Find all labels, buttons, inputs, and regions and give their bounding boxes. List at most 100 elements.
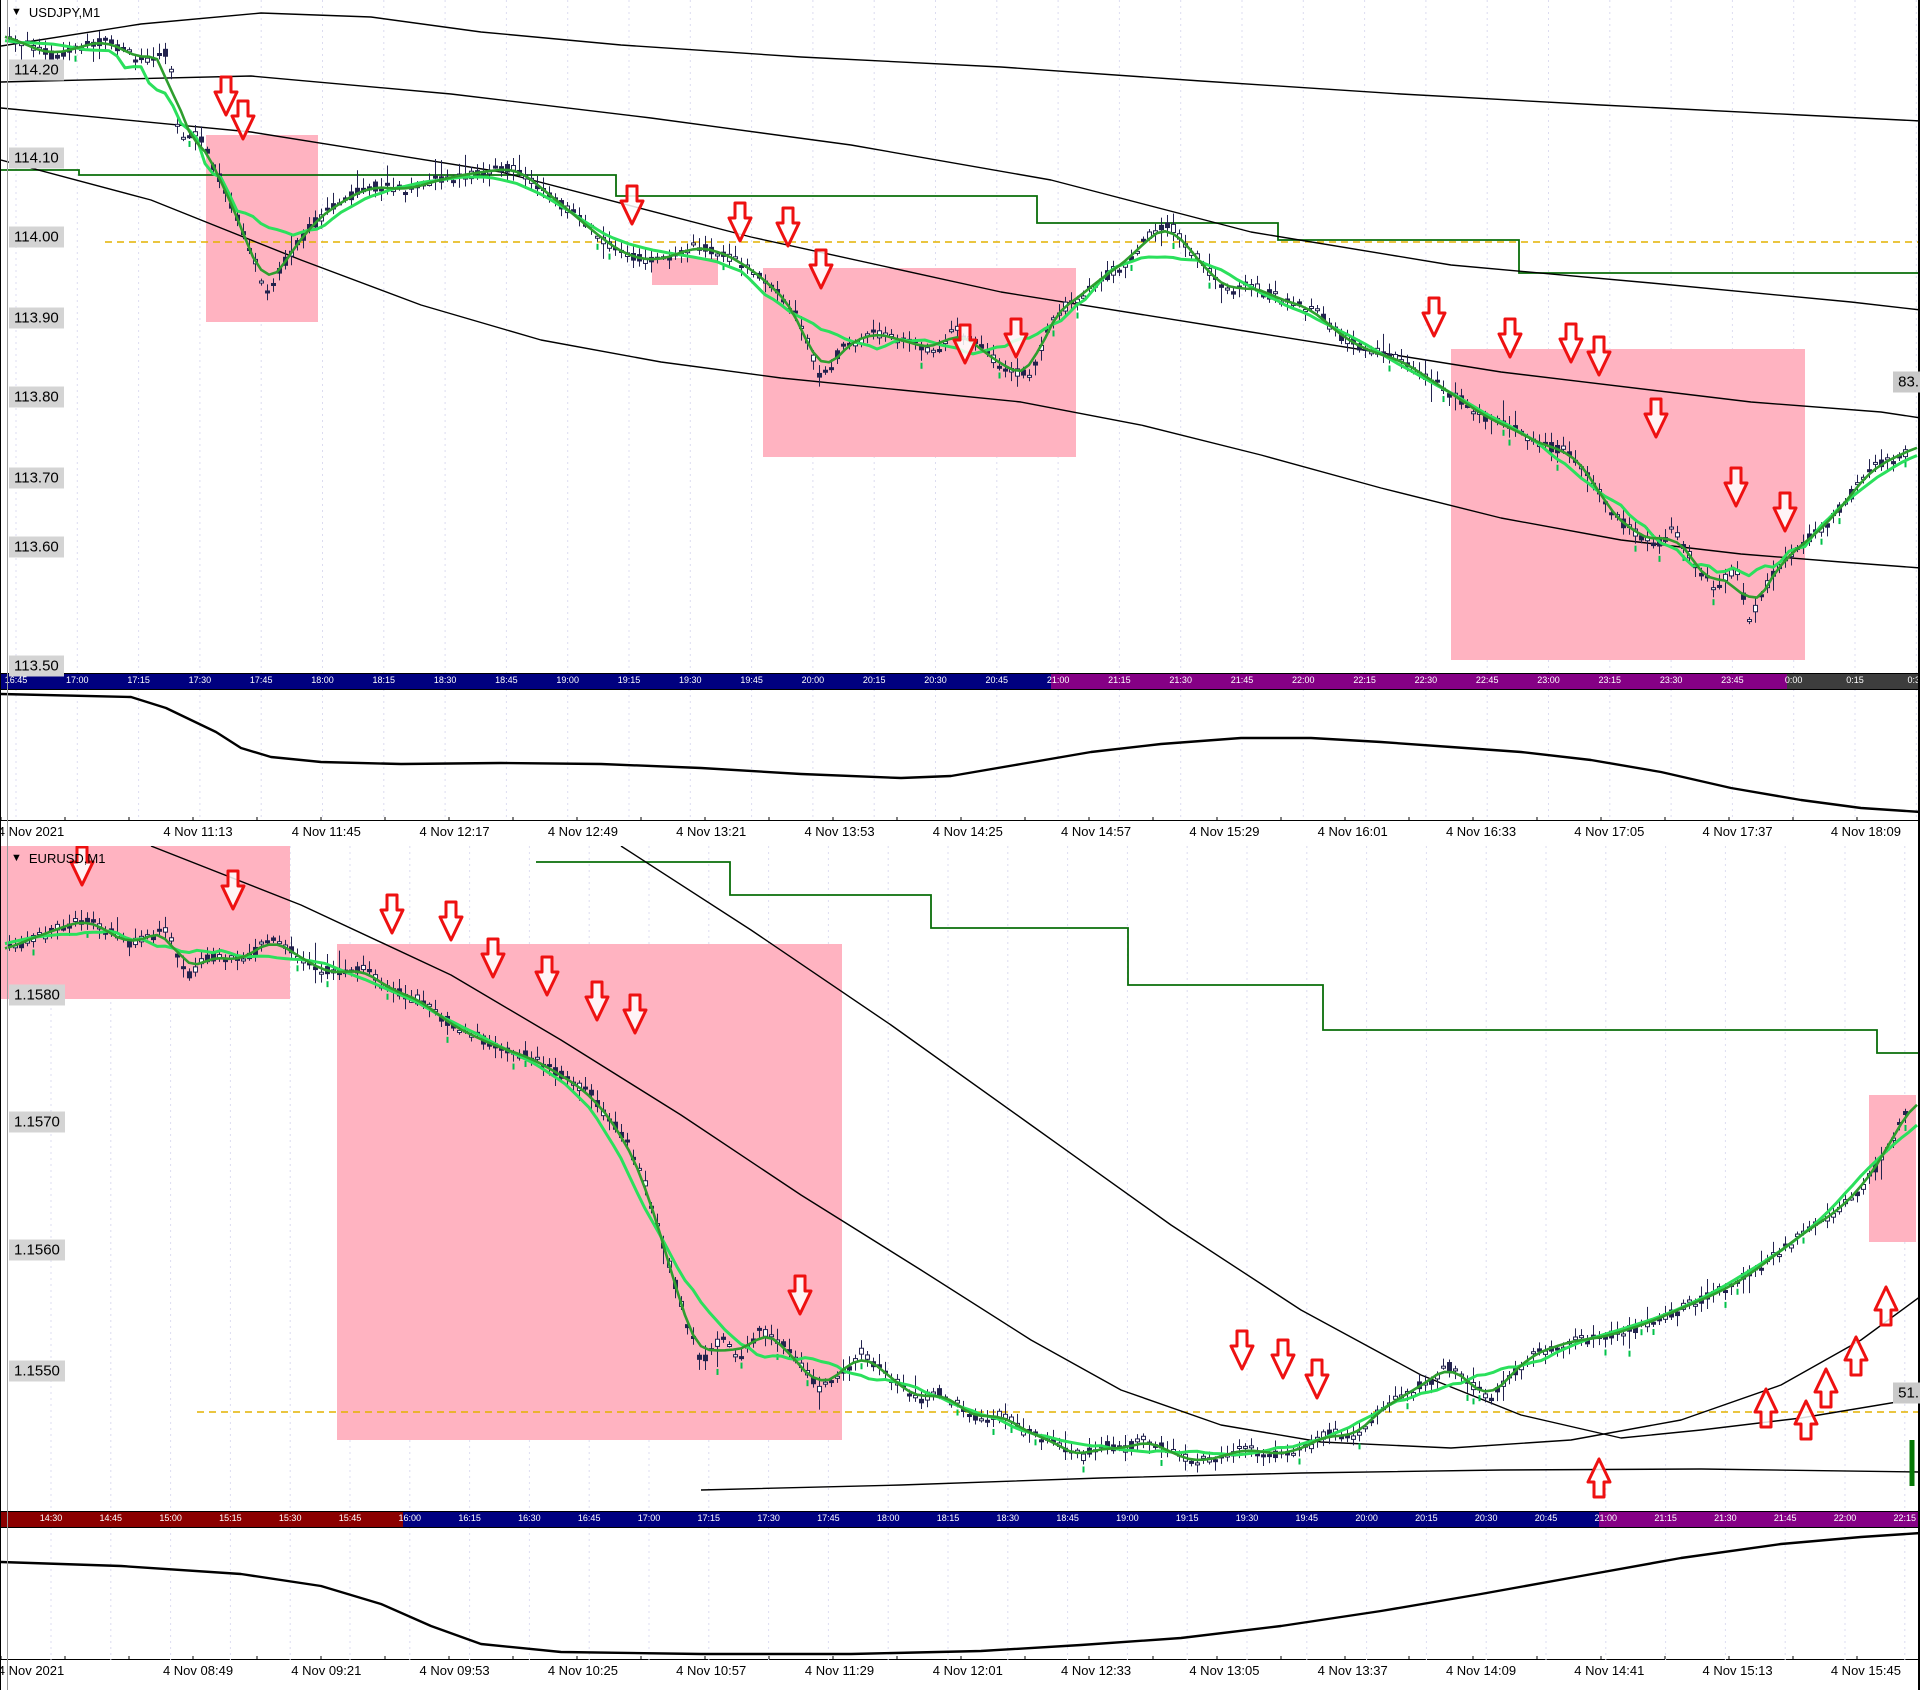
signal-zone[interactable] — [763, 268, 1076, 457]
date-tick-label: 4 Nov 14:25 — [932, 824, 1003, 839]
sell-signal-arrow[interactable] — [787, 1274, 813, 1316]
signal-zone[interactable] — [206, 135, 318, 322]
eurusd-chart-header[interactable]: ▼ EURUSD,M1 — [11, 851, 105, 866]
symbol-dropdown-icon[interactable]: ▼ — [11, 852, 22, 864]
time-tick-label: 19:00 — [1116, 1513, 1139, 1523]
price-axis-label: 1.1570 — [9, 1111, 65, 1133]
date-tick-label: 4 Nov 12:33 — [1061, 1663, 1132, 1678]
indicator-line — [1, 692, 1920, 814]
date-axis-eurusd: 4 Nov 2021 4 Nov 08:49 4 Nov 09:21 4 Nov 09… — [1, 1659, 1920, 1690]
symbol-label: EURUSD,M1 — [28, 851, 106, 866]
panel-axis-ticks — [1, 1656, 1858, 1659]
eurusd-price-chart[interactable]: ▼ EURUSD,M1 1.1580 1.1570 1.1560 1.1550 51. — [1, 846, 1920, 1511]
usdjpy-price-chart[interactable]: ▼ USDJPY,M1 114.20 114.10 114.00 113.90 113.… — [1, 0, 1920, 677]
time-tick-label: 16:00 — [398, 1513, 422, 1523]
signal-zone[interactable] — [1, 846, 290, 999]
buy-signal-arrow[interactable] — [1813, 1367, 1839, 1409]
sell-signal-arrow[interactable] — [480, 937, 506, 979]
session-segment — [403, 1512, 1599, 1527]
time-tick-label: 14:45 — [99, 1513, 123, 1523]
time-tick-label: 19:30 — [1235, 1513, 1259, 1523]
time-tick-label: 16:15 — [458, 1513, 481, 1523]
time-tick-label: 21:00 — [1594, 1513, 1618, 1523]
time-axis-eurusd[interactable]: 14:30 14:45 15:00 15:15 15:30 15:45 16:00 16:15… — [1, 1511, 1920, 1527]
time-tick-label: 19:15 — [1175, 1513, 1199, 1523]
indicator-panel-usdjpy[interactable] — [1, 689, 1920, 821]
date-tick-label: 4 Nov 15:29 — [1189, 824, 1260, 839]
sell-signal-arrow[interactable] — [619, 184, 645, 226]
signal-zone[interactable] — [652, 258, 718, 285]
sell-signal-arrow[interactable] — [379, 893, 405, 935]
buy-signal-arrow[interactable] — [1793, 1399, 1819, 1441]
sell-signal-arrow[interactable] — [727, 201, 753, 243]
sell-signal-arrow[interactable] — [534, 955, 560, 997]
indicator-panel-eurusd[interactable] — [1, 1527, 1920, 1660]
sell-signal-arrow[interactable] — [220, 869, 246, 911]
sell-signal-arrow[interactable] — [69, 846, 95, 887]
signal-zone[interactable] — [1451, 349, 1805, 660]
time-tick-label: 16:45 — [4, 675, 28, 685]
price-axis-label: 114.20 — [9, 59, 64, 81]
date-tick-label: 4 Nov 13:05 — [1189, 1663, 1260, 1678]
date-tick-label: 4 Nov 08:49 — [162, 1663, 234, 1678]
sell-signal-arrow[interactable] — [1229, 1329, 1255, 1371]
candlestick-series — [7, 909, 1908, 1473]
price-axis-label: 1.1580 — [9, 984, 65, 1006]
bollinger-band-lines — [150, 846, 1920, 1491]
sell-signal-arrow[interactable] — [1003, 317, 1029, 359]
sell-signal-arrow[interactable] — [1304, 1358, 1330, 1400]
sell-signal-arrow[interactable] — [230, 99, 256, 141]
time-tick-label: 20:00 — [1355, 1513, 1378, 1523]
date-tick-label: 4 Nov 11:29 — [804, 1663, 875, 1678]
time-axis-usdjpy[interactable]: 16:45 17:00 17:15 17:30 17:45 18:00 18:15 18:30… — [1, 673, 1920, 689]
time-tick-label: 21:45 — [1230, 675, 1254, 685]
price-axis-label: 113.50 — [9, 655, 64, 677]
time-tick-label: 17:15 — [697, 1513, 721, 1523]
sell-signal-arrow[interactable] — [622, 993, 648, 1035]
sell-signal-arrow[interactable] — [952, 323, 978, 365]
date-tick-label: 4 Nov 09:53 — [419, 1663, 490, 1678]
sell-signal-arrow[interactable] — [775, 206, 801, 248]
sell-signal-arrow[interactable] — [438, 900, 464, 942]
time-tick-label: 20:15 — [862, 675, 886, 685]
sell-signal-arrow[interactable] — [1643, 397, 1669, 439]
time-tick-label: 23:30 — [1659, 675, 1683, 685]
time-tick-label: 20:00 — [801, 675, 825, 685]
symbol-dropdown-icon[interactable]: ▼ — [11, 6, 22, 18]
time-tick-label: 21:00 — [1046, 675, 1070, 685]
time-tick-label: 18:30 — [433, 675, 457, 685]
indicator-line — [1, 1531, 1920, 1656]
signal-zone[interactable] — [337, 944, 842, 1440]
sell-signal-arrow[interactable] — [808, 248, 834, 290]
buy-signal-arrow[interactable] — [1873, 1285, 1899, 1327]
buy-signal-arrow[interactable] — [1586, 1457, 1612, 1499]
date-tick-label: 4 Nov 17:05 — [1574, 824, 1645, 839]
time-tick-label: 20:45 — [985, 675, 1009, 685]
sell-signal-arrow[interactable] — [1723, 466, 1749, 508]
date-tick-label: 4 Nov 11:13 — [163, 824, 233, 839]
time-tick-label: 18:00 — [876, 1513, 900, 1523]
sell-signal-arrow[interactable] — [1586, 335, 1612, 377]
time-tick-label: 17:00 — [637, 1513, 661, 1523]
sell-signal-arrow[interactable] — [213, 75, 239, 117]
date-tick-label: 4 Nov 18:09 — [1830, 824, 1901, 839]
price-axis-label: 113.60 — [9, 536, 64, 558]
price-axis-label: 1.1560 — [9, 1239, 65, 1261]
sell-signal-arrow[interactable] — [1497, 317, 1523, 359]
sell-signal-arrow[interactable] — [1421, 296, 1447, 338]
buy-signal-arrow[interactable] — [1753, 1387, 1779, 1429]
time-tick-label: 21:15 — [1654, 1513, 1677, 1523]
time-tick-label: 22:15 — [1353, 675, 1376, 685]
time-tick-label: 19:15 — [617, 675, 641, 685]
sell-signal-arrow[interactable] — [1772, 491, 1798, 533]
session-segment — [1, 1512, 403, 1527]
usdjpy-chart-header[interactable]: ▼ USDJPY,M1 — [11, 5, 100, 20]
time-tick-label: 0:15 — [1846, 675, 1864, 685]
date-tick-label: 4 Nov 14:41 — [1574, 1663, 1645, 1678]
sell-signal-arrow[interactable] — [1270, 1338, 1296, 1380]
date-tick-label: 4 Nov 17:37 — [1702, 824, 1773, 839]
buy-signal-arrow[interactable] — [1843, 1335, 1869, 1377]
date-tick-label: 4 Nov 09:21 — [291, 1663, 362, 1678]
sell-signal-arrow[interactable] — [584, 980, 610, 1022]
sell-signal-arrow[interactable] — [1558, 322, 1584, 364]
